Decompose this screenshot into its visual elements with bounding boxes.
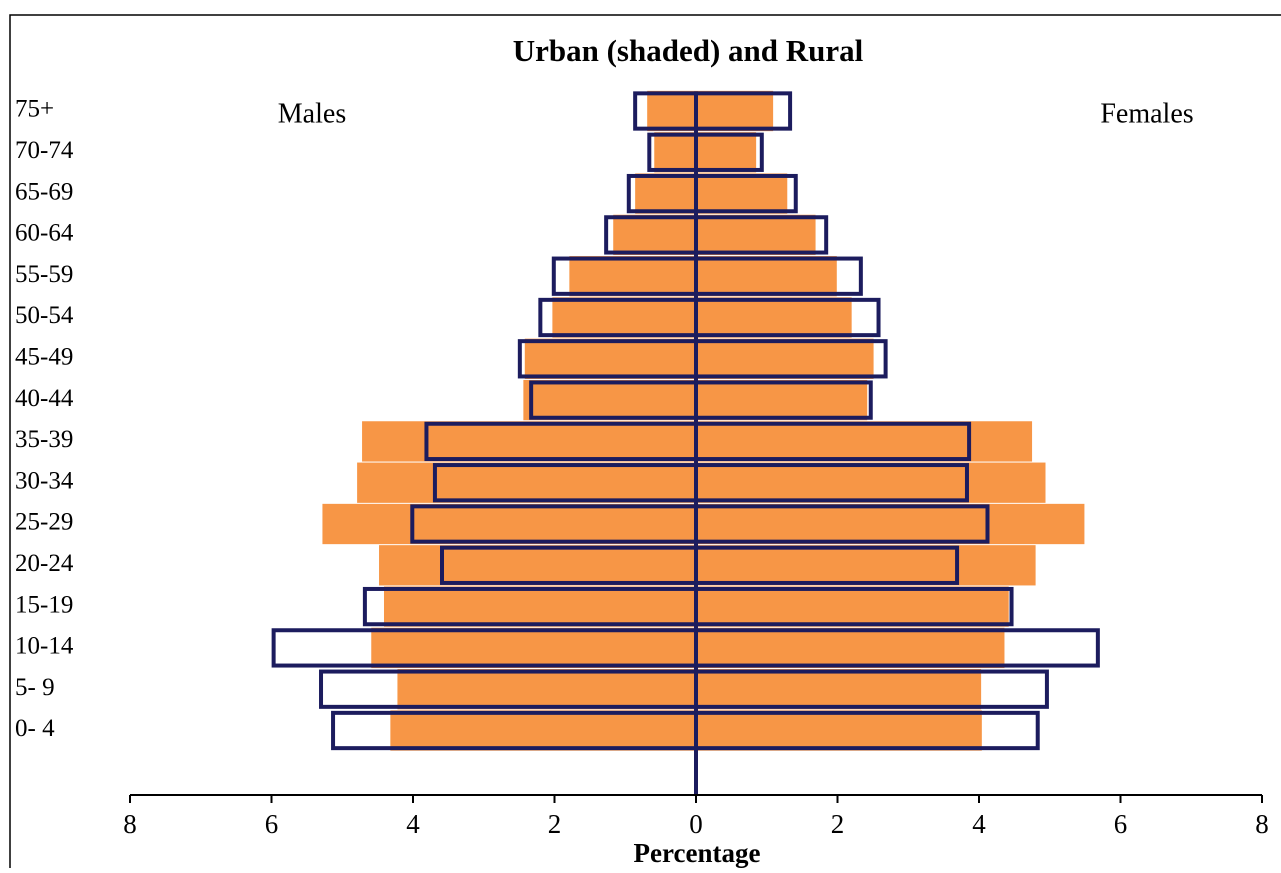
urban-bar — [696, 669, 982, 710]
urban-bar — [696, 379, 868, 421]
y-tick-label: 25-29 — [15, 509, 73, 536]
y-tick-label: 40-44 — [15, 385, 74, 412]
urban-bar — [362, 421, 696, 462]
urban-bar — [613, 214, 696, 256]
urban-bar — [696, 627, 1005, 669]
urban-bar — [322, 503, 696, 545]
urban-bar — [696, 90, 774, 132]
annotation: Females — [1100, 98, 1193, 129]
frame — [9, 14, 1281, 873]
annotation: Males — [278, 98, 346, 129]
urban-bar — [696, 173, 788, 214]
x-tick-label: 8 — [123, 809, 137, 839]
urban-bar — [696, 503, 1085, 545]
urban-bar — [696, 710, 982, 751]
urban-bar — [696, 421, 1033, 462]
y-tick-label: 70-74 — [15, 137, 74, 164]
urban-bar — [696, 256, 837, 297]
y-tick-label: 65-69 — [15, 178, 73, 205]
y-tick-label: 15-19 — [15, 591, 73, 618]
urban-bar — [696, 545, 1036, 586]
urban-bar — [654, 132, 696, 173]
urban-bar — [647, 90, 696, 132]
y-tick-label: 10-14 — [15, 633, 74, 660]
y-tick-label: 0- 4 — [15, 715, 55, 742]
x-tick-label: 4 — [406, 809, 420, 839]
x-tick-label: 4 — [972, 809, 986, 839]
y-tick-label: 75+ — [15, 96, 54, 123]
chart-title: Urban (shaded) and Rural — [513, 33, 864, 68]
urban-bar — [696, 132, 757, 173]
urban-bar — [696, 586, 1009, 627]
urban-bar — [696, 338, 874, 379]
x-tick-label: 8 — [1255, 809, 1269, 839]
urban-bar — [379, 545, 696, 586]
y-tick-label: 35-39 — [15, 426, 73, 453]
x-tick-label: 6 — [1114, 809, 1128, 839]
urban-bar — [523, 379, 696, 421]
urban-bar — [397, 669, 696, 710]
urban-bar — [552, 297, 696, 338]
y-tick-label: 45-49 — [15, 344, 73, 371]
urban-bar — [696, 214, 816, 256]
urban-bar — [357, 462, 696, 503]
y-tick-label: 5- 9 — [15, 674, 55, 701]
urban-bar — [696, 297, 852, 338]
x-tick-label: 2 — [831, 809, 845, 839]
urban-bar — [696, 462, 1046, 503]
urban-bar — [390, 710, 696, 751]
y-tick-label: 20-24 — [15, 550, 74, 577]
urban-bar — [569, 256, 696, 297]
urban-bar — [371, 627, 696, 669]
x-axis-label: Percentage — [634, 838, 761, 868]
y-tick-label: 55-59 — [15, 261, 73, 288]
y-tick-label: 50-54 — [15, 302, 74, 329]
x-tick-label: 0 — [689, 809, 703, 839]
x-tick-label: 6 — [265, 809, 279, 839]
urban-bar — [524, 338, 696, 379]
urban-bar — [383, 586, 696, 627]
x-tick-label: 2 — [548, 809, 562, 839]
y-tick-label: 60-64 — [15, 220, 74, 247]
y-tick-label: 30-34 — [15, 467, 74, 494]
urban-bar — [635, 173, 696, 214]
